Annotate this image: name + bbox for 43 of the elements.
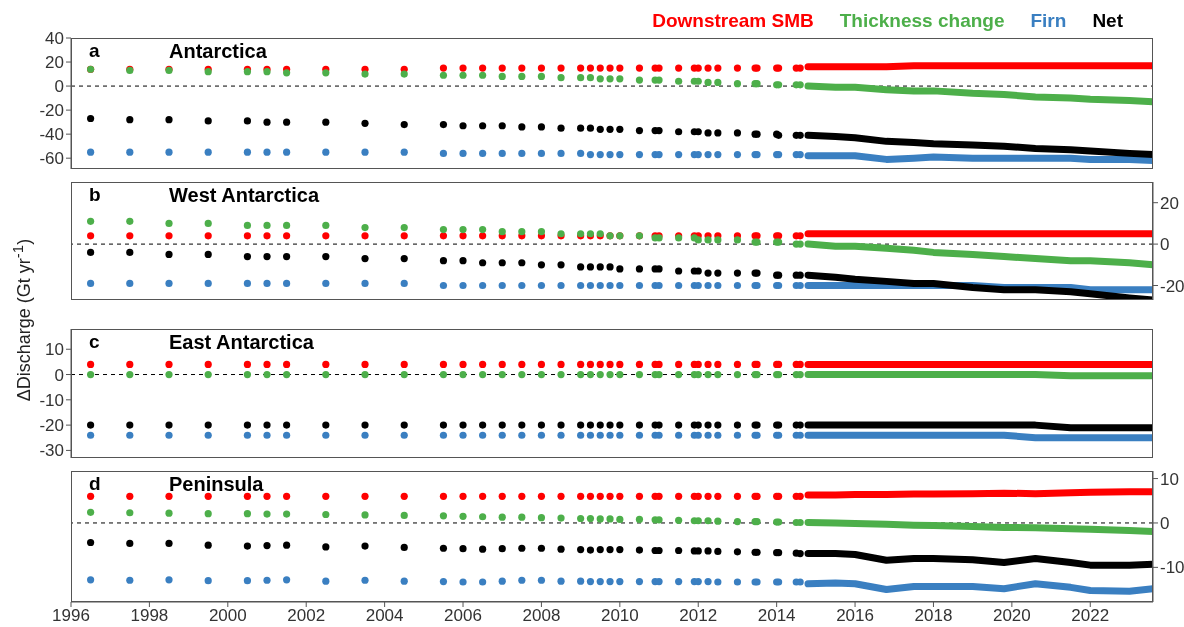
y-tick-label: -40 (39, 125, 64, 145)
y-tick-label: 20 (1160, 193, 1179, 213)
annotation: a (89, 40, 100, 62)
x-tick-label: 2014 (757, 606, 796, 626)
x-tick-label: 2012 (679, 606, 718, 626)
chart-title: East Antarctica (169, 331, 314, 354)
x-tick-label: 2016 (836, 606, 874, 626)
y-tick-label: 0 (54, 77, 64, 97)
chart-title: Peninsula (169, 473, 264, 496)
y-tick-label: 0 (1160, 235, 1170, 255)
y-tick-label: -30 (39, 441, 64, 461)
annotation: b (89, 184, 101, 206)
y-tick-label: -60 (39, 149, 64, 169)
x-tick-label: 2000 (208, 606, 247, 626)
x-tick-label: 2002 (287, 606, 326, 626)
annotation: d (89, 473, 101, 495)
text: Net (1092, 10, 1123, 32)
y-tick-label: 10 (45, 340, 64, 360)
x-tick-label: 1996 (52, 606, 90, 626)
x-tick-label: 2020 (992, 606, 1031, 626)
y-tick-label: 0 (54, 365, 64, 385)
series-label: Downstream SMB (652, 10, 814, 32)
y-tick-label: -20 (1160, 276, 1184, 296)
x-tick-label: 2004 (365, 606, 404, 626)
chart-title: Antarctica (169, 40, 267, 63)
x-tick-label: 2018 (914, 606, 953, 626)
x-tick-label: 2006 (444, 606, 482, 626)
text: Thickness change (839, 10, 1005, 32)
x-tick-label: 1998 (130, 606, 169, 626)
y-tick-label: 40 (45, 29, 64, 49)
text: Firn (1030, 10, 1067, 32)
x-tick-label: 2010 (600, 606, 639, 626)
chart-title: West Antarctica (169, 184, 320, 207)
y-tick-label: 10 (1160, 469, 1179, 489)
y-tick-label: -10 (1160, 558, 1184, 578)
y-tick-label: -10 (39, 390, 64, 410)
y-tick-label: 0 (1160, 513, 1170, 533)
y-tick-label: -20 (39, 416, 64, 436)
x-tick-label: 2022 (1071, 606, 1110, 626)
y-tick-label: 20 (45, 53, 64, 73)
y-tick-label: -20 (39, 101, 64, 121)
annotation: c (89, 331, 100, 353)
x-tick-label: 2008 (522, 606, 561, 626)
